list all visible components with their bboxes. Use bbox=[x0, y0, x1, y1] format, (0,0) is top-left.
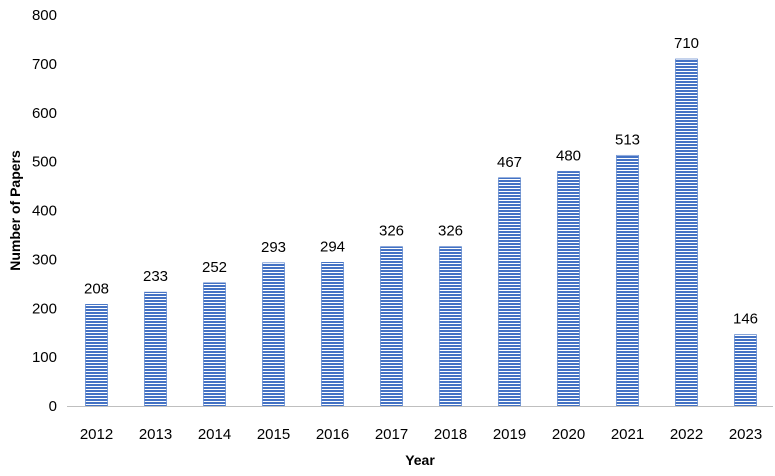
data-label-2014: 252 bbox=[202, 259, 227, 276]
x-tick-label-2021: 2021 bbox=[611, 426, 644, 443]
x-tick-label-2013: 2013 bbox=[139, 426, 172, 443]
x-axis-title: Year bbox=[405, 452, 435, 468]
data-label-2022: 710 bbox=[674, 35, 699, 52]
data-label-2020: 480 bbox=[556, 147, 581, 164]
y-tick-label: 500 bbox=[32, 154, 57, 171]
y-axis-title: Number of Papers bbox=[7, 150, 23, 271]
data-label-2021: 513 bbox=[615, 131, 640, 148]
bar-2017 bbox=[380, 246, 403, 407]
data-labels-group: 208 233 252 293 294 326 326 467 480 513 710 146 bbox=[84, 35, 758, 328]
y-axis-tick-labels: 0 100 200 300 400 500 600 700 800 bbox=[32, 7, 57, 415]
data-label-2018: 326 bbox=[438, 223, 463, 240]
data-label-2019: 467 bbox=[497, 154, 522, 171]
x-tick-label-2016: 2016 bbox=[316, 426, 349, 443]
bar-2022 bbox=[675, 58, 698, 407]
data-label-2013: 233 bbox=[143, 268, 168, 285]
x-tick-label-2020: 2020 bbox=[552, 426, 585, 443]
bar-2012 bbox=[85, 304, 108, 407]
data-label-2016: 294 bbox=[320, 238, 345, 255]
x-tick-label-2022: 2022 bbox=[670, 426, 703, 443]
y-tick-label: 800 bbox=[32, 7, 57, 24]
y-tick-label: 0 bbox=[49, 398, 57, 415]
data-label-2023: 146 bbox=[733, 311, 758, 328]
bar-2023 bbox=[734, 334, 757, 407]
x-tick-label-2019: 2019 bbox=[493, 426, 526, 443]
bar-2018 bbox=[439, 246, 462, 407]
y-tick-label: 700 bbox=[32, 56, 57, 73]
bar-2021 bbox=[616, 154, 639, 407]
data-label-2017: 326 bbox=[379, 223, 404, 240]
y-tick-label: 600 bbox=[32, 105, 57, 122]
x-tick-label-2017: 2017 bbox=[375, 426, 408, 443]
y-tick-label: 100 bbox=[32, 349, 57, 366]
bar-2015 bbox=[262, 262, 285, 407]
bar-2020 bbox=[557, 171, 580, 407]
x-tick-label-2012: 2012 bbox=[80, 426, 113, 443]
bar-2016 bbox=[321, 262, 344, 407]
y-tick-label: 400 bbox=[32, 203, 57, 220]
x-axis-tick-labels: 2012 2013 2014 2015 2016 2017 2018 2019 2020 2021… bbox=[80, 426, 762, 443]
y-tick-label: 200 bbox=[32, 300, 57, 317]
x-tick-label-2023: 2023 bbox=[729, 426, 762, 443]
x-tick-label-2018: 2018 bbox=[434, 426, 467, 443]
x-tick-label-2014: 2014 bbox=[198, 426, 231, 443]
data-label-2015: 293 bbox=[261, 239, 286, 256]
bar-2019 bbox=[498, 177, 521, 407]
bar-2014 bbox=[203, 282, 226, 407]
bar-2013 bbox=[144, 291, 167, 407]
data-label-2012: 208 bbox=[84, 280, 109, 297]
y-tick-label: 300 bbox=[32, 251, 57, 268]
x-tick-label-2015: 2015 bbox=[257, 426, 290, 443]
bars-group bbox=[85, 58, 757, 407]
